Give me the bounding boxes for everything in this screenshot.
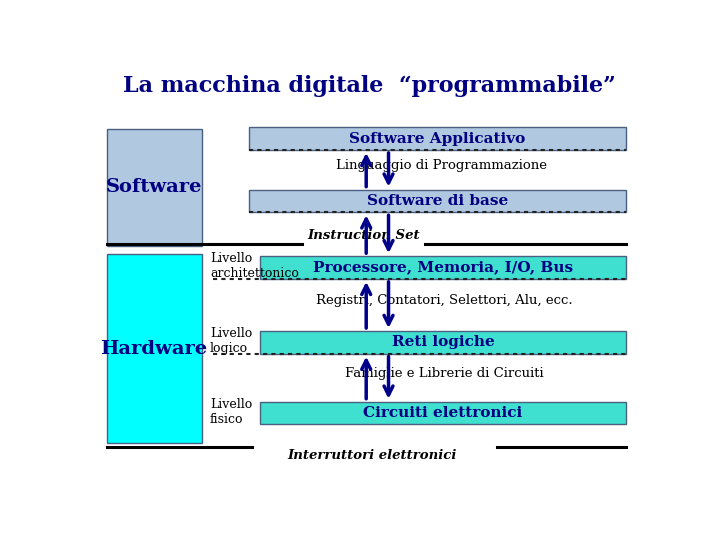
Text: La macchina digitale  “programmabile”: La macchina digitale “programmabile” — [122, 75, 616, 97]
FancyBboxPatch shape — [260, 331, 626, 354]
Text: Processore, Memoria, I/O, Bus: Processore, Memoria, I/O, Bus — [313, 260, 573, 274]
Text: Software Applicativo: Software Applicativo — [349, 132, 526, 146]
FancyBboxPatch shape — [107, 254, 202, 443]
FancyBboxPatch shape — [260, 256, 626, 279]
Text: Linguaggio di Programmazione: Linguaggio di Programmazione — [336, 159, 547, 172]
Text: Circuiti elettronici: Circuiti elettronici — [364, 406, 523, 420]
Text: Registri, Contatori, Selettori, Alu, ecc.: Registri, Contatori, Selettori, Alu, ecc… — [316, 294, 572, 307]
Text: Livello
logico: Livello logico — [210, 327, 252, 355]
Text: Hardware: Hardware — [101, 340, 208, 357]
Text: Famiglie e Librerie di Circuiti: Famiglie e Librerie di Circuiti — [345, 367, 544, 380]
Text: Interruttori elettronici: Interruttori elettronici — [287, 449, 456, 462]
FancyBboxPatch shape — [249, 127, 626, 150]
FancyBboxPatch shape — [260, 402, 626, 424]
Text: Livello
fisico: Livello fisico — [210, 398, 252, 426]
Text: Software di base: Software di base — [366, 194, 508, 208]
Text: Software: Software — [106, 178, 202, 197]
Text: Reti logiche: Reti logiche — [392, 335, 495, 349]
FancyBboxPatch shape — [249, 190, 626, 212]
Text: Instruction Set: Instruction Set — [307, 228, 420, 241]
FancyBboxPatch shape — [107, 129, 202, 246]
Text: Livello
architettonico: Livello architettonico — [210, 253, 299, 280]
